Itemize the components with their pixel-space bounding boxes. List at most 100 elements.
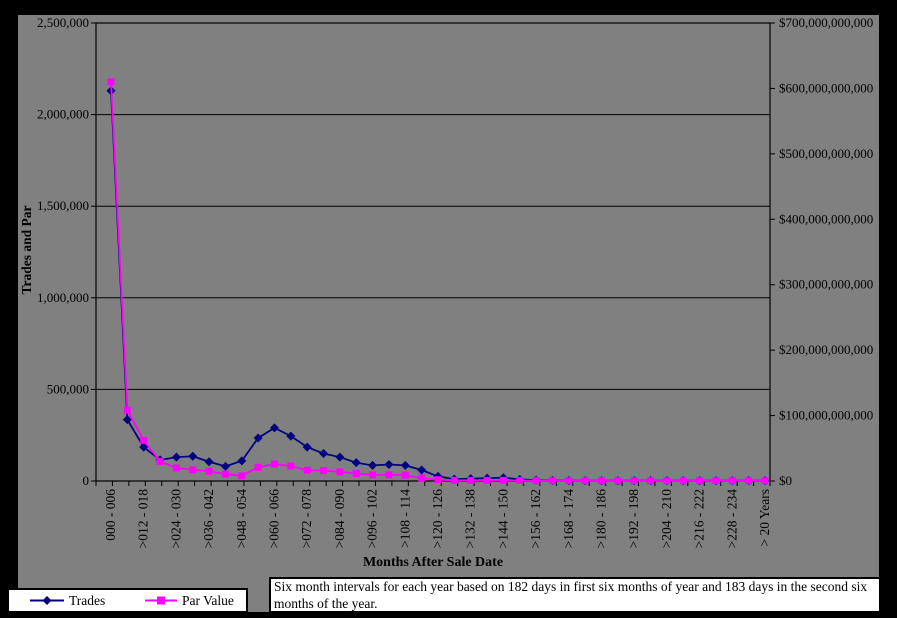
- marker-diamond-icon: [171, 452, 181, 462]
- series-line-par-value: [110, 81, 765, 482]
- marker-square-icon: [548, 477, 556, 485]
- x-tick-label: >072 - 078: [299, 489, 314, 549]
- marker-diamond-icon: [417, 465, 427, 475]
- x-tick-label: >060 - 066: [267, 489, 282, 549]
- y-right-tick-label: $400,000,000,000: [779, 211, 873, 226]
- marker-square-icon: [401, 471, 409, 479]
- square-icon: [157, 596, 165, 605]
- marker-square-icon: [483, 476, 491, 484]
- marker-diamond-icon: [188, 451, 198, 461]
- x-tick-label: >132 - 138: [463, 489, 478, 549]
- y-axis-title: Trades and Par: [19, 205, 34, 295]
- marker-square-icon: [123, 406, 131, 414]
- x-tick-label: >108 - 114: [397, 489, 412, 548]
- marker-square-icon: [221, 470, 229, 478]
- marker-square-icon: [271, 460, 278, 468]
- legend-item-par-value: Par Value: [145, 590, 234, 611]
- x-tick-label: >048 - 054: [234, 489, 249, 549]
- marker-diamond-icon: [204, 457, 214, 467]
- marker-square-icon: [336, 468, 344, 476]
- marker-square-icon: [320, 467, 328, 475]
- marker-square-icon: [450, 476, 458, 484]
- y-left-tick-label: 1,000,000: [37, 290, 89, 305]
- marker-square-icon: [647, 477, 655, 485]
- y-left-tick-label: 2,500,000: [37, 15, 89, 30]
- marker-square-icon: [761, 477, 769, 485]
- x-tick-label: >216 - 222: [692, 489, 707, 548]
- marker-square-icon: [598, 477, 605, 485]
- marker-diamond-icon: [335, 452, 345, 462]
- marker-square-icon: [565, 477, 573, 485]
- marker-square-icon: [303, 466, 311, 474]
- x-tick-label: >192 - 198: [626, 489, 641, 549]
- x-tick-label: >144 - 150: [495, 489, 510, 549]
- marker-square-icon: [467, 476, 475, 484]
- x-tick-label: >036 - 042: [201, 489, 216, 548]
- marker-diamond-icon: [270, 423, 279, 433]
- marker-diamond-icon: [237, 456, 247, 466]
- marker-square-icon: [581, 477, 589, 485]
- marker-square-icon: [663, 477, 671, 485]
- trades-line-diamond-icon: [30, 596, 64, 605]
- marker-square-icon: [696, 477, 704, 485]
- y-left-tick-label: 0: [83, 473, 90, 488]
- par-value-line-square-icon: [145, 596, 177, 605]
- marker-square-icon: [630, 477, 638, 485]
- y-right-tick-label: $700,000,000,000: [779, 15, 873, 30]
- legend-label-trades: Trades: [69, 592, 106, 608]
- marker-square-icon: [434, 476, 442, 484]
- marker-diamond-icon: [400, 460, 410, 470]
- marker-square-icon: [614, 477, 622, 485]
- series-line-trades: [110, 90, 765, 482]
- marker-square-icon: [287, 462, 295, 470]
- x-tick-label: >228 - 234: [724, 489, 739, 549]
- marker-square-icon: [172, 464, 180, 472]
- marker-diamond-icon: [368, 460, 378, 470]
- diamond-icon: [42, 596, 52, 605]
- x-tick-label: >024 - 030: [168, 489, 183, 549]
- y-left-tick-label: 1,500,000: [37, 198, 89, 213]
- marker-diamond-icon: [302, 442, 312, 452]
- marker-square-icon: [728, 477, 736, 485]
- marker-square-icon: [418, 474, 426, 482]
- legend-label-par-value: Par Value: [182, 592, 234, 608]
- x-tick-label: >180 - 186: [594, 489, 609, 549]
- y-right-tick-label: $100,000,000,000: [779, 408, 873, 423]
- x-tick-label: 000 - 006: [103, 489, 118, 541]
- marker-square-icon: [385, 471, 393, 479]
- marker-diamond-icon: [319, 449, 329, 459]
- y-right-tick-label: $200,000,000,000: [779, 342, 873, 357]
- x-tick-label: >168 - 174: [561, 489, 576, 549]
- marker-diamond-icon: [384, 460, 394, 470]
- x-axis-title: Months After Sale Date: [362, 555, 504, 570]
- marker-square-icon: [205, 467, 213, 475]
- marker-square-icon: [352, 469, 360, 477]
- x-tick-label: >012 - 018: [136, 489, 151, 549]
- chart-area-background: [17, 14, 880, 613]
- x-tick-label: >120 - 126: [430, 489, 445, 549]
- marker-square-icon: [189, 466, 197, 474]
- marker-square-icon: [745, 477, 753, 485]
- marker-square-icon: [140, 436, 148, 444]
- marker-square-icon: [238, 472, 246, 480]
- y-right-tick-label: $600,000,000,000: [779, 80, 873, 95]
- marker-square-icon: [156, 457, 164, 465]
- x-tick-label: >204 - 210: [659, 489, 674, 549]
- marker-square-icon: [369, 471, 377, 479]
- marker-square-icon: [532, 477, 540, 485]
- marker-diamond-icon: [122, 415, 132, 425]
- y-right-tick-label: $500,000,000,000: [779, 146, 873, 161]
- marker-diamond-icon: [253, 433, 263, 443]
- marker-square-icon: [712, 477, 720, 485]
- x-tick-label: >156 - 162: [528, 489, 543, 548]
- marker-diamond-icon: [139, 442, 149, 452]
- marker-square-icon: [499, 476, 507, 484]
- marker-square-icon: [516, 476, 524, 484]
- marker-diamond-icon: [286, 431, 296, 441]
- marker-diamond-icon: [220, 461, 230, 471]
- x-tick-label: >084 - 090: [332, 489, 347, 549]
- chart-legend: Trades Par Value: [7, 588, 248, 613]
- marker-square-icon: [254, 463, 262, 471]
